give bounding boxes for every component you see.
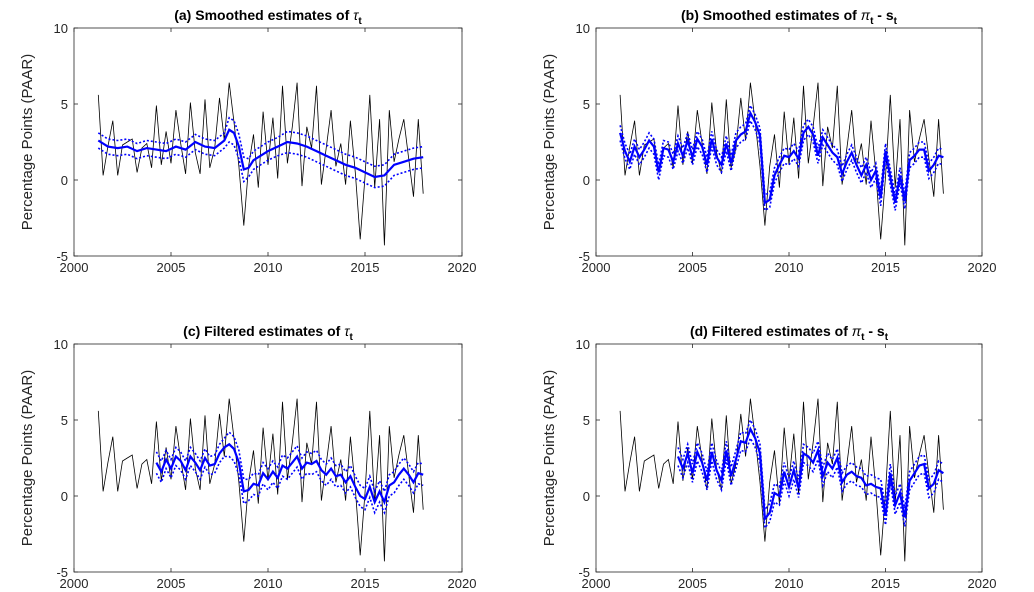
x-tick-label: 2000 [60,576,89,591]
y-tick-label: -5 [56,249,68,264]
y-tick-label: 10 [576,21,590,36]
x-tick-label: 2010 [254,576,283,591]
x-tick-label: 2020 [968,260,997,275]
y-tick-label: -5 [578,249,590,264]
x-tick-label: 2005 [157,576,186,591]
y-tick-label: 10 [54,21,68,36]
chart-title: (c) Filtered estimates of τt [183,323,353,343]
y-tick-label: 5 [583,97,590,112]
y-axis-label: Percentage Points (PAAR) [19,370,36,546]
series-line-data [97,398,424,562]
y-tick-label: -5 [56,565,68,580]
series-line-estimate [676,426,944,522]
chart-panel-2: 2000 2005 2010 2015 2020 -5 0 5 10 Percentage Poi… [19,323,476,591]
x-tick-label: 2020 [448,260,477,275]
y-tick-label: -5 [578,565,590,580]
y-tick-label: 5 [61,97,68,112]
series-line-band-upper [619,103,944,197]
plot-area-frame [595,343,983,573]
series-line-estimate [619,110,944,205]
x-tick-label: 2005 [678,576,707,591]
series-line-band-lower [155,455,424,515]
x-tick-label: 2010 [254,260,283,275]
y-tick-label: 5 [583,413,590,428]
series-line-band-upper [155,431,424,494]
x-tick-label: 2020 [448,576,477,591]
x-tick-label: 2015 [871,576,900,591]
series-line-data [619,82,944,246]
y-tick-label: 0 [583,489,590,504]
series-line-estimate [155,442,424,506]
chart-title: (d) Filtered estimates of πt - st [690,323,889,343]
x-tick-label: 2010 [775,576,804,591]
y-tick-label: 10 [576,337,590,352]
x-tick-label: 2020 [968,576,997,591]
y-axis-label: Percentage Points (PAAR) [541,370,558,546]
series-line-band-upper [677,418,944,512]
chart-panel-0: 2000 2005 2010 2015 2020 -5 0 5 10 Percentage Poi… [19,7,476,275]
chart-panel-3: 2000 2005 2010 2015 2020 -5 0 5 10 Percentage Poi… [541,323,996,591]
series-line-data [619,398,944,562]
y-axis-label: Percentage Points (PAAR) [541,54,558,230]
x-tick-label: 2010 [775,260,804,275]
plot-area-frame [73,343,463,573]
series-line-band-lower [677,436,944,531]
x-tick-label: 2000 [582,576,611,591]
x-tick-label: 2015 [351,260,380,275]
series-line-band-lower [619,118,944,212]
chart-title: (a) Smoothed estimates of τt [174,7,362,27]
chart-title: (b) Smoothed estimates of πt - st [681,7,898,27]
x-tick-label: 2005 [678,260,707,275]
chart-panel-1: 2000 2005 2010 2015 2020 -5 0 5 10 Percentage Poi… [541,7,996,275]
x-tick-label: 2015 [351,576,380,591]
series-line-band-lower [97,140,424,189]
y-tick-label: 0 [61,489,68,504]
series-line-band-upper [97,116,424,168]
series-line-estimate [97,128,424,179]
x-tick-label: 2005 [157,260,186,275]
y-tick-label: 10 [54,337,68,352]
y-axis-label: Percentage Points (PAAR) [19,54,36,230]
y-tick-label: 0 [61,173,68,188]
x-tick-label: 2000 [60,260,89,275]
y-tick-label: 0 [583,173,590,188]
series-line-data [97,82,424,246]
y-tick-label: 5 [61,413,68,428]
x-tick-label: 2015 [871,260,900,275]
x-tick-label: 2000 [582,260,611,275]
